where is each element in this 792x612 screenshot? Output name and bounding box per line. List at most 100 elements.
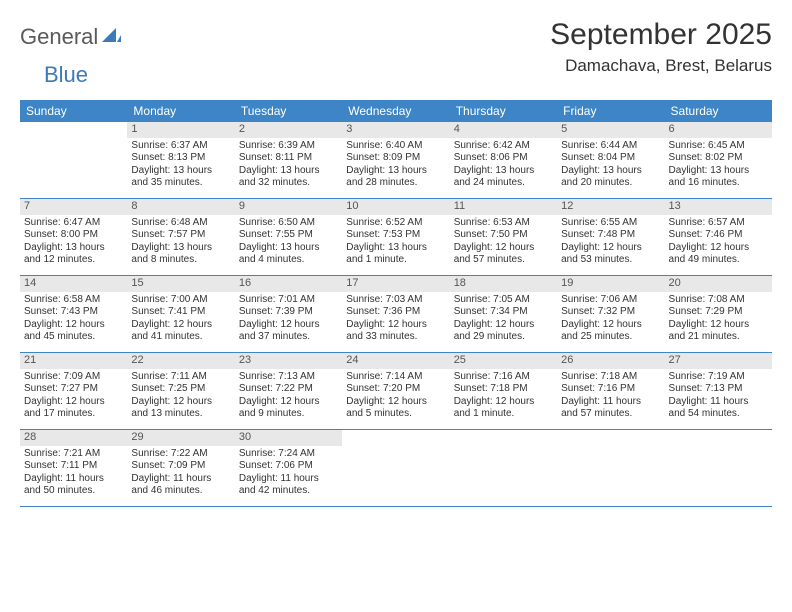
sunset-text: Sunset: 7:16 PM (561, 383, 660, 396)
day-cell (342, 430, 449, 506)
daylight-text: and 17 minutes. (24, 408, 123, 421)
sunset-text: Sunset: 8:09 PM (346, 152, 445, 165)
daylight-text: Daylight: 12 hours (346, 319, 445, 332)
day-number: 25 (450, 353, 557, 369)
day-number: 13 (665, 199, 772, 215)
daylight-text: Daylight: 13 hours (239, 242, 338, 255)
day-cell: 17Sunrise: 7:03 AMSunset: 7:36 PMDayligh… (342, 276, 449, 352)
sunrise-text: Sunrise: 6:57 AM (669, 217, 768, 230)
day-header: Tuesday (235, 100, 342, 122)
sunrise-text: Sunrise: 7:11 AM (131, 371, 230, 384)
day-cell: 18Sunrise: 7:05 AMSunset: 7:34 PMDayligh… (450, 276, 557, 352)
month-title: September 2025 (550, 18, 772, 52)
day-header: Monday (127, 100, 234, 122)
daylight-text: and 42 minutes. (239, 485, 338, 498)
sunset-text: Sunset: 7:46 PM (669, 229, 768, 242)
sunset-text: Sunset: 7:53 PM (346, 229, 445, 242)
daylight-text: and 35 minutes. (131, 177, 230, 190)
daylight-text: and 1 minute. (346, 254, 445, 267)
sunrise-text: Sunrise: 7:09 AM (24, 371, 123, 384)
day-cell: 26Sunrise: 7:18 AMSunset: 7:16 PMDayligh… (557, 353, 664, 429)
sunset-text: Sunset: 8:00 PM (24, 229, 123, 242)
day-cell: 7Sunrise: 6:47 AMSunset: 8:00 PMDaylight… (20, 199, 127, 275)
day-number: 1 (127, 122, 234, 138)
sunrise-text: Sunrise: 6:50 AM (239, 217, 338, 230)
day-number: 12 (557, 199, 664, 215)
day-cell: 14Sunrise: 6:58 AMSunset: 7:43 PMDayligh… (20, 276, 127, 352)
daylight-text: and 9 minutes. (239, 408, 338, 421)
sunset-text: Sunset: 8:04 PM (561, 152, 660, 165)
sunset-text: Sunset: 7:50 PM (454, 229, 553, 242)
day-cell (557, 430, 664, 506)
sunset-text: Sunset: 7:57 PM (131, 229, 230, 242)
daylight-text: Daylight: 12 hours (239, 396, 338, 409)
sunrise-text: Sunrise: 6:58 AM (24, 294, 123, 307)
day-cell (20, 122, 127, 198)
day-cell: 23Sunrise: 7:13 AMSunset: 7:22 PMDayligh… (235, 353, 342, 429)
day-number: 20 (665, 276, 772, 292)
daylight-text: Daylight: 11 hours (24, 473, 123, 486)
sunrise-text: Sunrise: 7:05 AM (454, 294, 553, 307)
day-number: 28 (20, 430, 127, 446)
day-number: 10 (342, 199, 449, 215)
logo: General (20, 24, 124, 50)
daylight-text: Daylight: 11 hours (669, 396, 768, 409)
day-cell: 9Sunrise: 6:50 AMSunset: 7:55 PMDaylight… (235, 199, 342, 275)
sunset-text: Sunset: 7:43 PM (24, 306, 123, 319)
daylight-text: and 25 minutes. (561, 331, 660, 344)
day-header: Friday (557, 100, 664, 122)
day-header: Thursday (450, 100, 557, 122)
day-cell: 13 Sunrise: 6:57 AMSunset: 7:46 PMDayligh… (665, 199, 772, 275)
day-cell: 6Sunrise: 6:45 AMSunset: 8:02 PMDaylight… (665, 122, 772, 198)
daylight-text: and 46 minutes. (131, 485, 230, 498)
sunset-text: Sunset: 7:22 PM (239, 383, 338, 396)
daylight-text: Daylight: 12 hours (454, 319, 553, 332)
day-number: 17 (342, 276, 449, 292)
day-number: 11 (450, 199, 557, 215)
day-number: 30 (235, 430, 342, 446)
sunrise-text: Sunrise: 6:45 AM (669, 140, 768, 153)
daylight-text: Daylight: 12 hours (24, 396, 123, 409)
logo-word2: Blue (44, 62, 88, 88)
daylight-text: Daylight: 13 hours (239, 165, 338, 178)
day-number: 26 (557, 353, 664, 369)
daylight-text: and 13 minutes. (131, 408, 230, 421)
weeks-container: 1Sunrise: 6:37 AMSunset: 8:13 PMDaylight… (20, 122, 772, 507)
daylight-text: and 12 minutes. (24, 254, 123, 267)
day-header: Wednesday (342, 100, 449, 122)
daylight-text: Daylight: 12 hours (561, 319, 660, 332)
day-cell: 24Sunrise: 7:14 AMSunset: 7:20 PMDayligh… (342, 353, 449, 429)
day-cell: 21Sunrise: 7:09 AMSunset: 7:27 PMDayligh… (20, 353, 127, 429)
day-cell: 29Sunrise: 7:22 AMSunset: 7:09 PMDayligh… (127, 430, 234, 506)
sunrise-text: Sunrise: 6:53 AM (454, 217, 553, 230)
daylight-text: Daylight: 13 hours (131, 242, 230, 255)
daylight-text: and 54 minutes. (669, 408, 768, 421)
sunset-text: Sunset: 7:32 PM (561, 306, 660, 319)
day-cell: 15Sunrise: 7:00 AMSunset: 7:41 PMDayligh… (127, 276, 234, 352)
sunset-text: Sunset: 8:13 PM (131, 152, 230, 165)
sunrise-text: Sunrise: 6:47 AM (24, 217, 123, 230)
sunrise-text: Sunrise: 7:06 AM (561, 294, 660, 307)
week-row: 28Sunrise: 7:21 AMSunset: 7:11 PMDayligh… (20, 430, 772, 507)
daylight-text: and 41 minutes. (131, 331, 230, 344)
week-row: 21Sunrise: 7:09 AMSunset: 7:27 PMDayligh… (20, 353, 772, 430)
daylight-text: Daylight: 13 hours (346, 165, 445, 178)
day-number: 5 (557, 122, 664, 138)
daylight-text: Daylight: 11 hours (561, 396, 660, 409)
sunrise-text: Sunrise: 7:16 AM (454, 371, 553, 384)
location: Damachava, Brest, Belarus (550, 56, 772, 76)
sunset-text: Sunset: 7:29 PM (669, 306, 768, 319)
sunrise-text: Sunrise: 7:22 AM (131, 448, 230, 461)
sunset-text: Sunset: 7:11 PM (24, 460, 123, 473)
daylight-text: and 53 minutes. (561, 254, 660, 267)
day-number: 8 (127, 199, 234, 215)
sunset-text: Sunset: 7:48 PM (561, 229, 660, 242)
day-number: 24 (342, 353, 449, 369)
daylight-text: Daylight: 13 hours (131, 165, 230, 178)
day-number: 6 (665, 122, 772, 138)
daylight-text: Daylight: 12 hours (669, 242, 768, 255)
day-number: 16 (235, 276, 342, 292)
day-cell: 10Sunrise: 6:52 AMSunset: 7:53 PMDayligh… (342, 199, 449, 275)
daylight-text: Daylight: 13 hours (669, 165, 768, 178)
daylight-text: and 57 minutes. (454, 254, 553, 267)
